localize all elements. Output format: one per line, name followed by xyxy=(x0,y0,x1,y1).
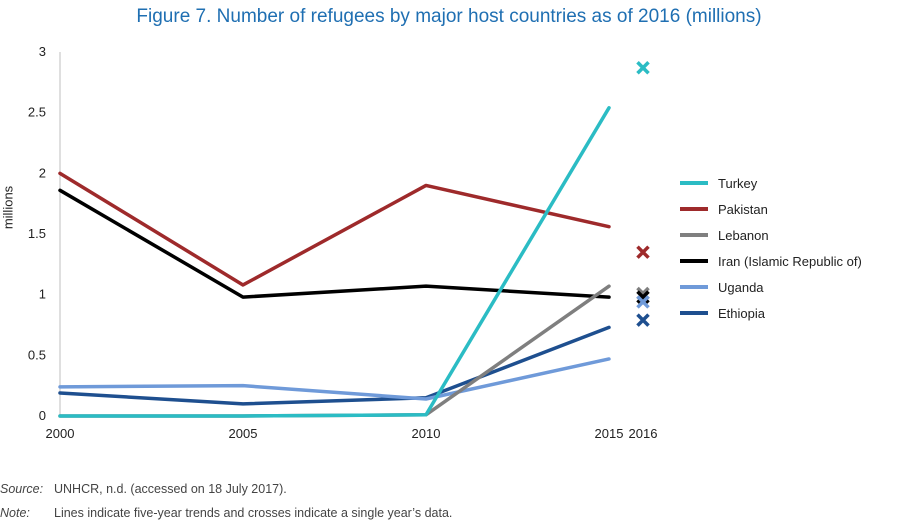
legend-item: Ethiopia xyxy=(680,300,862,326)
data-cross xyxy=(636,290,650,304)
series-line xyxy=(58,357,611,401)
data-cross xyxy=(636,61,650,75)
note-text: Lines indicate five-year trends and cros… xyxy=(54,506,453,520)
source-text: UNHCR, n.d. (accessed on 18 July 2017). xyxy=(54,482,287,496)
legend-swatch xyxy=(680,285,708,289)
series-line xyxy=(58,188,611,299)
legend-swatch xyxy=(680,233,708,237)
y-tick-label: 0.5 xyxy=(28,347,46,362)
series-line xyxy=(58,171,611,287)
legend: Turkey Pakistan Lebanon Iran (Islamic Repub… xyxy=(680,170,862,326)
y-tick-label: 0 xyxy=(39,408,46,423)
x-tick-label: 2015 xyxy=(595,426,624,441)
y-tick-label: 2.5 xyxy=(28,105,46,120)
data-cross xyxy=(636,245,650,259)
source-label: Source: xyxy=(0,482,44,496)
legend-label: Pakistan xyxy=(718,201,768,217)
legend-label: Lebanon xyxy=(718,227,769,243)
y-tick-label: 3 xyxy=(39,44,46,59)
legend-item: Pakistan xyxy=(680,196,862,222)
note-label: Note: xyxy=(0,506,30,520)
y-tick-label: 2 xyxy=(39,165,46,180)
series-line xyxy=(58,106,611,418)
source-note: Source: UNHCR, n.d. (accessed on 18 July … xyxy=(0,482,287,496)
legend-item: Iran (Islamic Republic of) xyxy=(680,248,862,274)
legend-label: Iran (Islamic Republic of) xyxy=(718,253,862,269)
footnote: Note: Lines indicate five-year trends and… xyxy=(0,506,452,520)
y-tick-label: 1.5 xyxy=(28,226,46,241)
legend-item: Lebanon xyxy=(680,222,862,248)
data-cross xyxy=(636,313,650,327)
data-cross xyxy=(636,295,650,309)
x-tick-label: 2010 xyxy=(412,426,441,441)
legend-swatch xyxy=(680,207,708,211)
legend-label: Uganda xyxy=(718,279,764,295)
legend-item: Turkey xyxy=(680,170,862,196)
series-line xyxy=(58,325,611,406)
legend-swatch xyxy=(680,311,708,315)
legend-label: Ethiopia xyxy=(718,305,765,321)
legend-item: Uganda xyxy=(680,274,862,300)
x-tick-label: 2016 xyxy=(629,426,658,441)
x-tick-label: 2000 xyxy=(46,426,75,441)
x-tick-label: 2005 xyxy=(229,426,258,441)
chart-title: Figure 7. Number of refugees by major ho… xyxy=(136,6,762,27)
legend-swatch xyxy=(680,181,708,185)
legend-label: Turkey xyxy=(718,175,758,191)
legend-swatch xyxy=(680,259,708,263)
y-tick-label: 1 xyxy=(39,287,46,302)
line-chart: 0 0.5 1 1.5 2 2.5 3 2000 2005 2010 2015 2016 xyxy=(28,44,658,441)
